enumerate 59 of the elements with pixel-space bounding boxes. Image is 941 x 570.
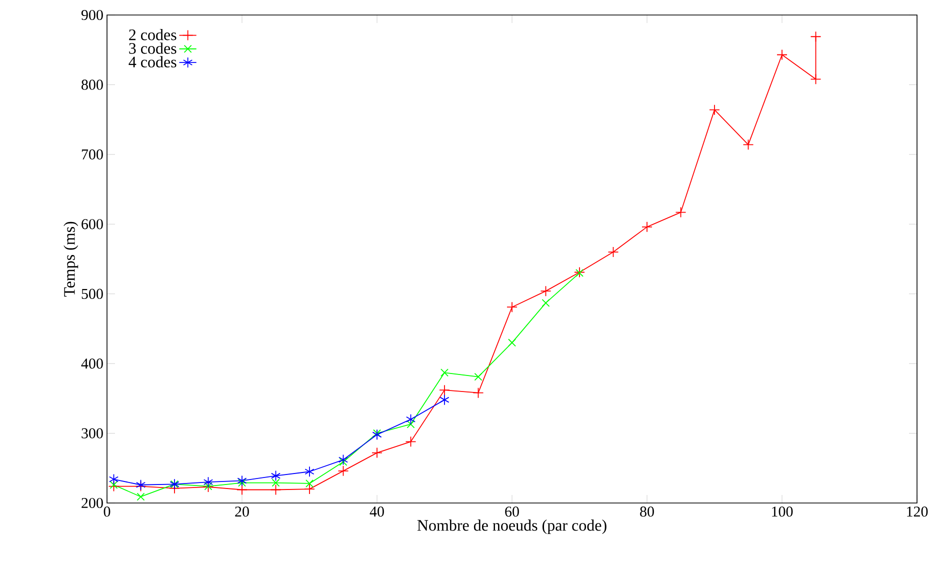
point bbox=[439, 384, 450, 396]
point bbox=[776, 49, 788, 60]
y-tick-label: 900 bbox=[81, 10, 103, 20]
x-tick-label: 60 bbox=[505, 506, 519, 517]
y-tick-label: 300 bbox=[82, 428, 103, 438]
y-tick-label: 800 bbox=[82, 80, 103, 90]
legend-label: 3 codes bbox=[129, 42, 176, 54]
legend-label: 4 codes bbox=[128, 56, 176, 68]
x-tick-label: 40 bbox=[370, 506, 384, 517]
y-tick-label: 500 bbox=[82, 288, 103, 299]
point bbox=[406, 414, 416, 425]
point bbox=[440, 394, 450, 406]
point bbox=[642, 221, 652, 232]
point bbox=[810, 74, 822, 85]
point bbox=[203, 476, 214, 488]
x-tick-label: 80 bbox=[640, 506, 654, 517]
point bbox=[272, 478, 280, 487]
point bbox=[338, 465, 349, 476]
point bbox=[306, 479, 314, 488]
x-tick-label: 0 bbox=[104, 506, 110, 517]
point bbox=[270, 470, 281, 482]
x-tick-label: 20 bbox=[235, 506, 249, 517]
point bbox=[237, 475, 247, 486]
y-axis-title: Temps (ms) bbox=[64, 222, 78, 297]
point bbox=[608, 246, 619, 258]
x-axis-title: Nombre de noeuds (par code) bbox=[417, 520, 606, 534]
point bbox=[236, 484, 248, 496]
point bbox=[540, 286, 552, 297]
point bbox=[304, 466, 314, 478]
point bbox=[238, 478, 246, 487]
point bbox=[372, 447, 382, 458]
point bbox=[542, 298, 550, 307]
legend-label: 2 codes bbox=[129, 28, 176, 40]
point bbox=[474, 372, 482, 381]
y-tick-label: 600 bbox=[82, 219, 103, 230]
point bbox=[675, 206, 686, 218]
point bbox=[709, 104, 720, 116]
point bbox=[508, 338, 516, 347]
point bbox=[136, 492, 145, 501]
point bbox=[440, 368, 448, 377]
point bbox=[506, 302, 518, 313]
point bbox=[406, 420, 415, 428]
point bbox=[373, 429, 381, 438]
x-tick-label: 120 bbox=[907, 506, 928, 517]
point bbox=[304, 484, 315, 495]
point bbox=[338, 454, 348, 466]
point bbox=[810, 31, 822, 42]
point bbox=[472, 387, 484, 398]
y-tick-label: 400 bbox=[81, 358, 103, 369]
point bbox=[742, 139, 754, 150]
point bbox=[108, 474, 119, 485]
y-tick-label: 700 bbox=[82, 149, 103, 160]
point bbox=[110, 480, 118, 489]
point bbox=[372, 429, 382, 440]
x-tick-label: 100 bbox=[772, 506, 793, 517]
point bbox=[270, 484, 282, 496]
point bbox=[339, 458, 348, 466]
point bbox=[405, 436, 416, 448]
y-tick-label: 200 bbox=[82, 498, 103, 508]
